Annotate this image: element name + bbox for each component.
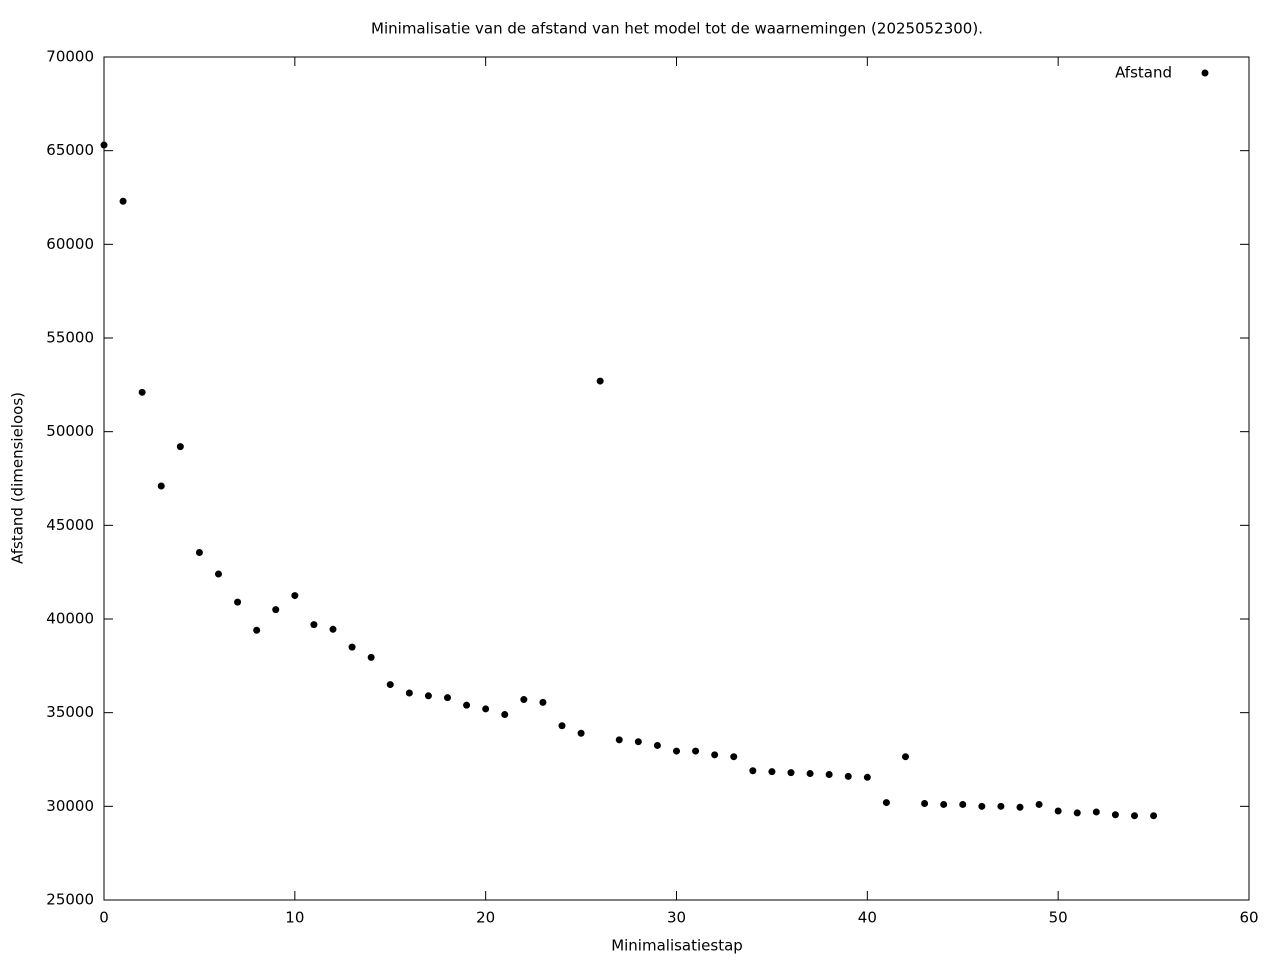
y-tick-label: 50000 xyxy=(46,422,94,440)
point xyxy=(730,753,738,761)
point xyxy=(596,377,604,385)
point xyxy=(921,800,929,808)
point xyxy=(329,625,337,633)
point xyxy=(157,482,165,490)
point xyxy=(768,768,776,776)
point xyxy=(711,751,719,759)
point xyxy=(673,747,680,755)
y-tick-label: 25000 xyxy=(46,891,94,909)
point xyxy=(940,800,948,808)
point xyxy=(787,769,795,777)
point xyxy=(138,388,146,396)
point xyxy=(997,802,1005,810)
point xyxy=(176,443,184,451)
point xyxy=(520,696,528,704)
x-tick-label: 50 xyxy=(1049,909,1068,927)
x-axis-label: Minimalisatiestap xyxy=(611,937,743,955)
point xyxy=(291,592,299,600)
point xyxy=(978,802,986,810)
chart-title: Minimalisatie van de afstand van het mod… xyxy=(371,20,983,38)
point xyxy=(405,689,413,697)
point xyxy=(558,722,566,730)
point xyxy=(119,197,127,205)
y-tick-label: 40000 xyxy=(46,610,94,628)
point xyxy=(444,694,451,702)
plot-frame xyxy=(103,56,1250,901)
point xyxy=(806,770,814,778)
point xyxy=(1035,800,1043,808)
point xyxy=(253,626,261,634)
point xyxy=(348,643,356,651)
x-tick-label: 30 xyxy=(667,909,686,927)
x-tick-label: 40 xyxy=(858,909,877,927)
point xyxy=(844,772,852,780)
y-tick-label: 30000 xyxy=(46,797,94,815)
legend-label: Afstand xyxy=(1115,64,1172,82)
point xyxy=(615,736,623,744)
x-tick-label: 10 xyxy=(285,909,304,927)
point xyxy=(1111,811,1119,819)
point xyxy=(634,738,642,746)
point xyxy=(100,141,108,149)
point xyxy=(234,598,242,606)
point xyxy=(653,741,661,749)
x-tick-label: 20 xyxy=(476,909,495,927)
point xyxy=(1131,812,1138,820)
point xyxy=(1073,809,1081,817)
point xyxy=(1150,812,1158,820)
x-tick-label: 0 xyxy=(99,909,109,927)
point xyxy=(482,705,490,713)
point xyxy=(577,729,585,737)
legend-marker xyxy=(1201,69,1209,77)
y-tick-label: 65000 xyxy=(46,141,94,159)
point xyxy=(539,698,547,706)
x-tick-label: 60 xyxy=(1239,909,1258,927)
point xyxy=(1016,803,1024,811)
y-tick-label: 60000 xyxy=(46,235,94,253)
point xyxy=(749,767,757,775)
point xyxy=(310,621,318,629)
point xyxy=(882,799,890,807)
point xyxy=(692,747,700,755)
point xyxy=(501,711,509,719)
y-axis-label: Afstand (dimensieloos) xyxy=(9,392,27,564)
point xyxy=(272,606,280,614)
y-tick-label: 70000 xyxy=(46,48,94,66)
point xyxy=(215,570,222,578)
point xyxy=(863,773,871,781)
point xyxy=(463,701,471,709)
point xyxy=(195,548,203,556)
point xyxy=(367,653,375,661)
point xyxy=(424,692,432,700)
point xyxy=(1054,807,1062,815)
y-tick-label: 35000 xyxy=(46,703,94,721)
point xyxy=(386,681,394,689)
point xyxy=(825,770,833,778)
y-tick-label: 55000 xyxy=(46,329,94,347)
y-tick-label: 45000 xyxy=(46,516,94,534)
point xyxy=(902,753,909,761)
point xyxy=(959,800,967,808)
point xyxy=(1092,808,1100,816)
